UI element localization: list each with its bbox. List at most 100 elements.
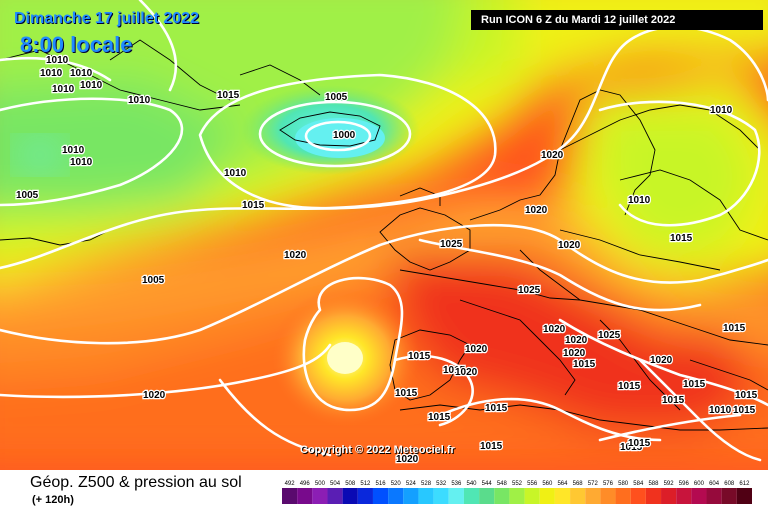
scale-tick-label: 528	[421, 481, 432, 487]
isobar-label: 1020	[455, 367, 478, 378]
model-run-label: Run ICON 6 Z du Mardi 12 juillet 2022	[471, 10, 763, 30]
legend-subtitle: (+ 120h)	[32, 494, 74, 506]
scale-swatch	[691, 488, 707, 504]
scale-swatch	[645, 488, 662, 504]
isobars	[0, 0, 768, 462]
isobar-label: 1015	[395, 388, 418, 399]
scale-swatch	[342, 488, 358, 504]
isobar-label: 1020	[563, 348, 586, 359]
isobar-label: 1020	[396, 454, 419, 465]
isobar-label: 1015	[733, 405, 756, 416]
isobar-label: 1020	[565, 335, 588, 346]
scale-tick-label: 576	[603, 481, 614, 487]
scale-tick-label: 564	[557, 481, 568, 487]
weather-map: 1010 1010 1010 1010 1010 1010 1005 1000 …	[0, 0, 768, 470]
scale-swatch	[372, 488, 389, 504]
scale-tick-label: 532	[436, 481, 447, 487]
isobar-label: 1025	[518, 285, 541, 296]
isobar-label: 1010	[628, 195, 651, 206]
scale-tick-label: 536	[451, 481, 462, 487]
scale-tick-label: 612	[739, 481, 750, 487]
scale-swatch	[539, 488, 555, 504]
scale-swatch	[661, 488, 677, 504]
scale-tick-label: 492	[285, 481, 296, 487]
scale-swatch	[554, 488, 571, 504]
scale-tick-label: 496	[300, 481, 311, 487]
isobar-label: 1015	[662, 395, 685, 406]
model-run-text: Run ICON 6 Z du Mardi 12 juillet 2022	[481, 14, 676, 26]
scale-tick-label: 516	[376, 481, 387, 487]
scale-swatch	[585, 488, 601, 504]
isobar-label: 1015	[628, 438, 651, 449]
color-scale: 492 496 500 504 508 512 516 520 524 528 532 536 540 5…	[282, 481, 752, 504]
isobar-label: 1010	[710, 105, 733, 116]
isobar-label: 1020	[143, 390, 166, 401]
scale-tick-label: 512	[360, 481, 371, 487]
isobar-label: 1015	[683, 379, 706, 390]
isobar-label: 1005	[16, 190, 39, 201]
scale-tick-label: 556	[527, 481, 538, 487]
isobar-label: 1010	[128, 95, 151, 106]
isobar-label: 1005	[325, 92, 348, 103]
scale-tick-label: 596	[679, 481, 690, 487]
scale-swatch	[721, 488, 737, 504]
isobar-label: 1015	[428, 412, 451, 423]
scale-swatch	[479, 488, 495, 504]
isobar-label: 1015	[443, 365, 466, 376]
isobar-label: 1015	[723, 323, 746, 334]
scale-tick-label: 580	[618, 481, 629, 487]
scale-tick-label: 572	[588, 481, 599, 487]
scale-swatch	[509, 488, 525, 504]
isobar-label: 1005	[142, 275, 165, 286]
scale-swatch	[297, 488, 313, 504]
scale-tick-label: 560	[542, 481, 553, 487]
scale-swatch	[357, 488, 373, 504]
scale-tick-label: 604	[709, 481, 720, 487]
scale-tick-label: 600	[694, 481, 705, 487]
forecast-time: 8:00 locale	[20, 32, 133, 57]
scale-swatch	[615, 488, 631, 504]
isobar-label: 1015	[735, 390, 758, 401]
isobar-label: 1020	[525, 205, 548, 216]
scale-swatch	[388, 488, 404, 504]
isobar-label: 1015	[485, 403, 508, 414]
isobar-label: 1020	[650, 355, 673, 366]
isobar-label: 1010	[80, 80, 103, 91]
scale-tick-label: 608	[724, 481, 735, 487]
isobar-label: 1015	[620, 442, 643, 453]
isobar-labels: 1010 1010 1010 1010 1010 1010 1005 1000 …	[15, 54, 759, 467]
isobar-label: 1010	[62, 145, 85, 156]
scale-tick-label: 592	[664, 481, 675, 487]
isobar-label: 1020	[284, 250, 307, 261]
scale-swatch	[676, 488, 692, 504]
scale-swatch	[463, 488, 480, 504]
scale-tick-label: 500	[315, 481, 326, 487]
scale-swatch	[312, 488, 328, 504]
isobar-label: 1015	[242, 200, 265, 211]
isobar-label: 1010	[46, 55, 69, 66]
scale-tick-label: 508	[345, 481, 356, 487]
copyright-text: Copyright © 2022 Meteociel.fr	[300, 444, 455, 456]
scale-swatch	[736, 488, 752, 504]
isobar-label: 1025	[440, 239, 463, 250]
isobar-label: 1015	[217, 90, 240, 101]
isobar-label: 1020	[543, 324, 566, 335]
isobar-label: 1020	[541, 150, 564, 161]
scale-tick-label: 540	[467, 481, 478, 487]
scale-swatch	[448, 488, 464, 504]
isobar-label: 1010	[70, 68, 93, 79]
scale-tick-label: 524	[406, 481, 417, 487]
scale-tick-label: 520	[391, 481, 402, 487]
scale-tick-label: 552	[512, 481, 523, 487]
scale-swatch	[524, 488, 540, 504]
isobar-label: 1015	[480, 441, 503, 452]
isobar-label: 1015	[408, 351, 431, 362]
scale-swatch	[282, 488, 298, 504]
isobar-label: 1015	[573, 359, 596, 370]
scale-swatch	[706, 488, 722, 504]
scale-tick-label: 504	[330, 481, 341, 487]
scale-swatch	[327, 488, 343, 504]
scale-swatch	[494, 488, 510, 504]
isobar-label: 1025	[598, 330, 621, 341]
isobar-label: 1010	[224, 168, 247, 179]
